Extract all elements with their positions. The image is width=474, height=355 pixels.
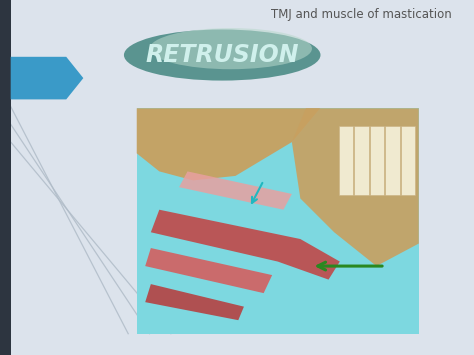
Polygon shape	[145, 248, 272, 293]
FancyBboxPatch shape	[0, 0, 11, 355]
Ellipse shape	[124, 29, 320, 81]
Text: TMJ and muscle of mastication: TMJ and muscle of mastication	[271, 8, 452, 21]
Ellipse shape	[150, 28, 312, 69]
FancyBboxPatch shape	[370, 126, 384, 195]
Polygon shape	[145, 284, 244, 320]
FancyBboxPatch shape	[339, 126, 353, 195]
FancyBboxPatch shape	[401, 126, 415, 195]
Text: RETRUSION: RETRUSION	[146, 43, 299, 67]
FancyBboxPatch shape	[355, 126, 369, 195]
Polygon shape	[292, 108, 419, 266]
FancyBboxPatch shape	[385, 126, 400, 195]
Polygon shape	[137, 108, 320, 180]
Polygon shape	[11, 57, 83, 99]
FancyBboxPatch shape	[137, 108, 419, 334]
Polygon shape	[151, 210, 340, 280]
Polygon shape	[179, 171, 292, 210]
